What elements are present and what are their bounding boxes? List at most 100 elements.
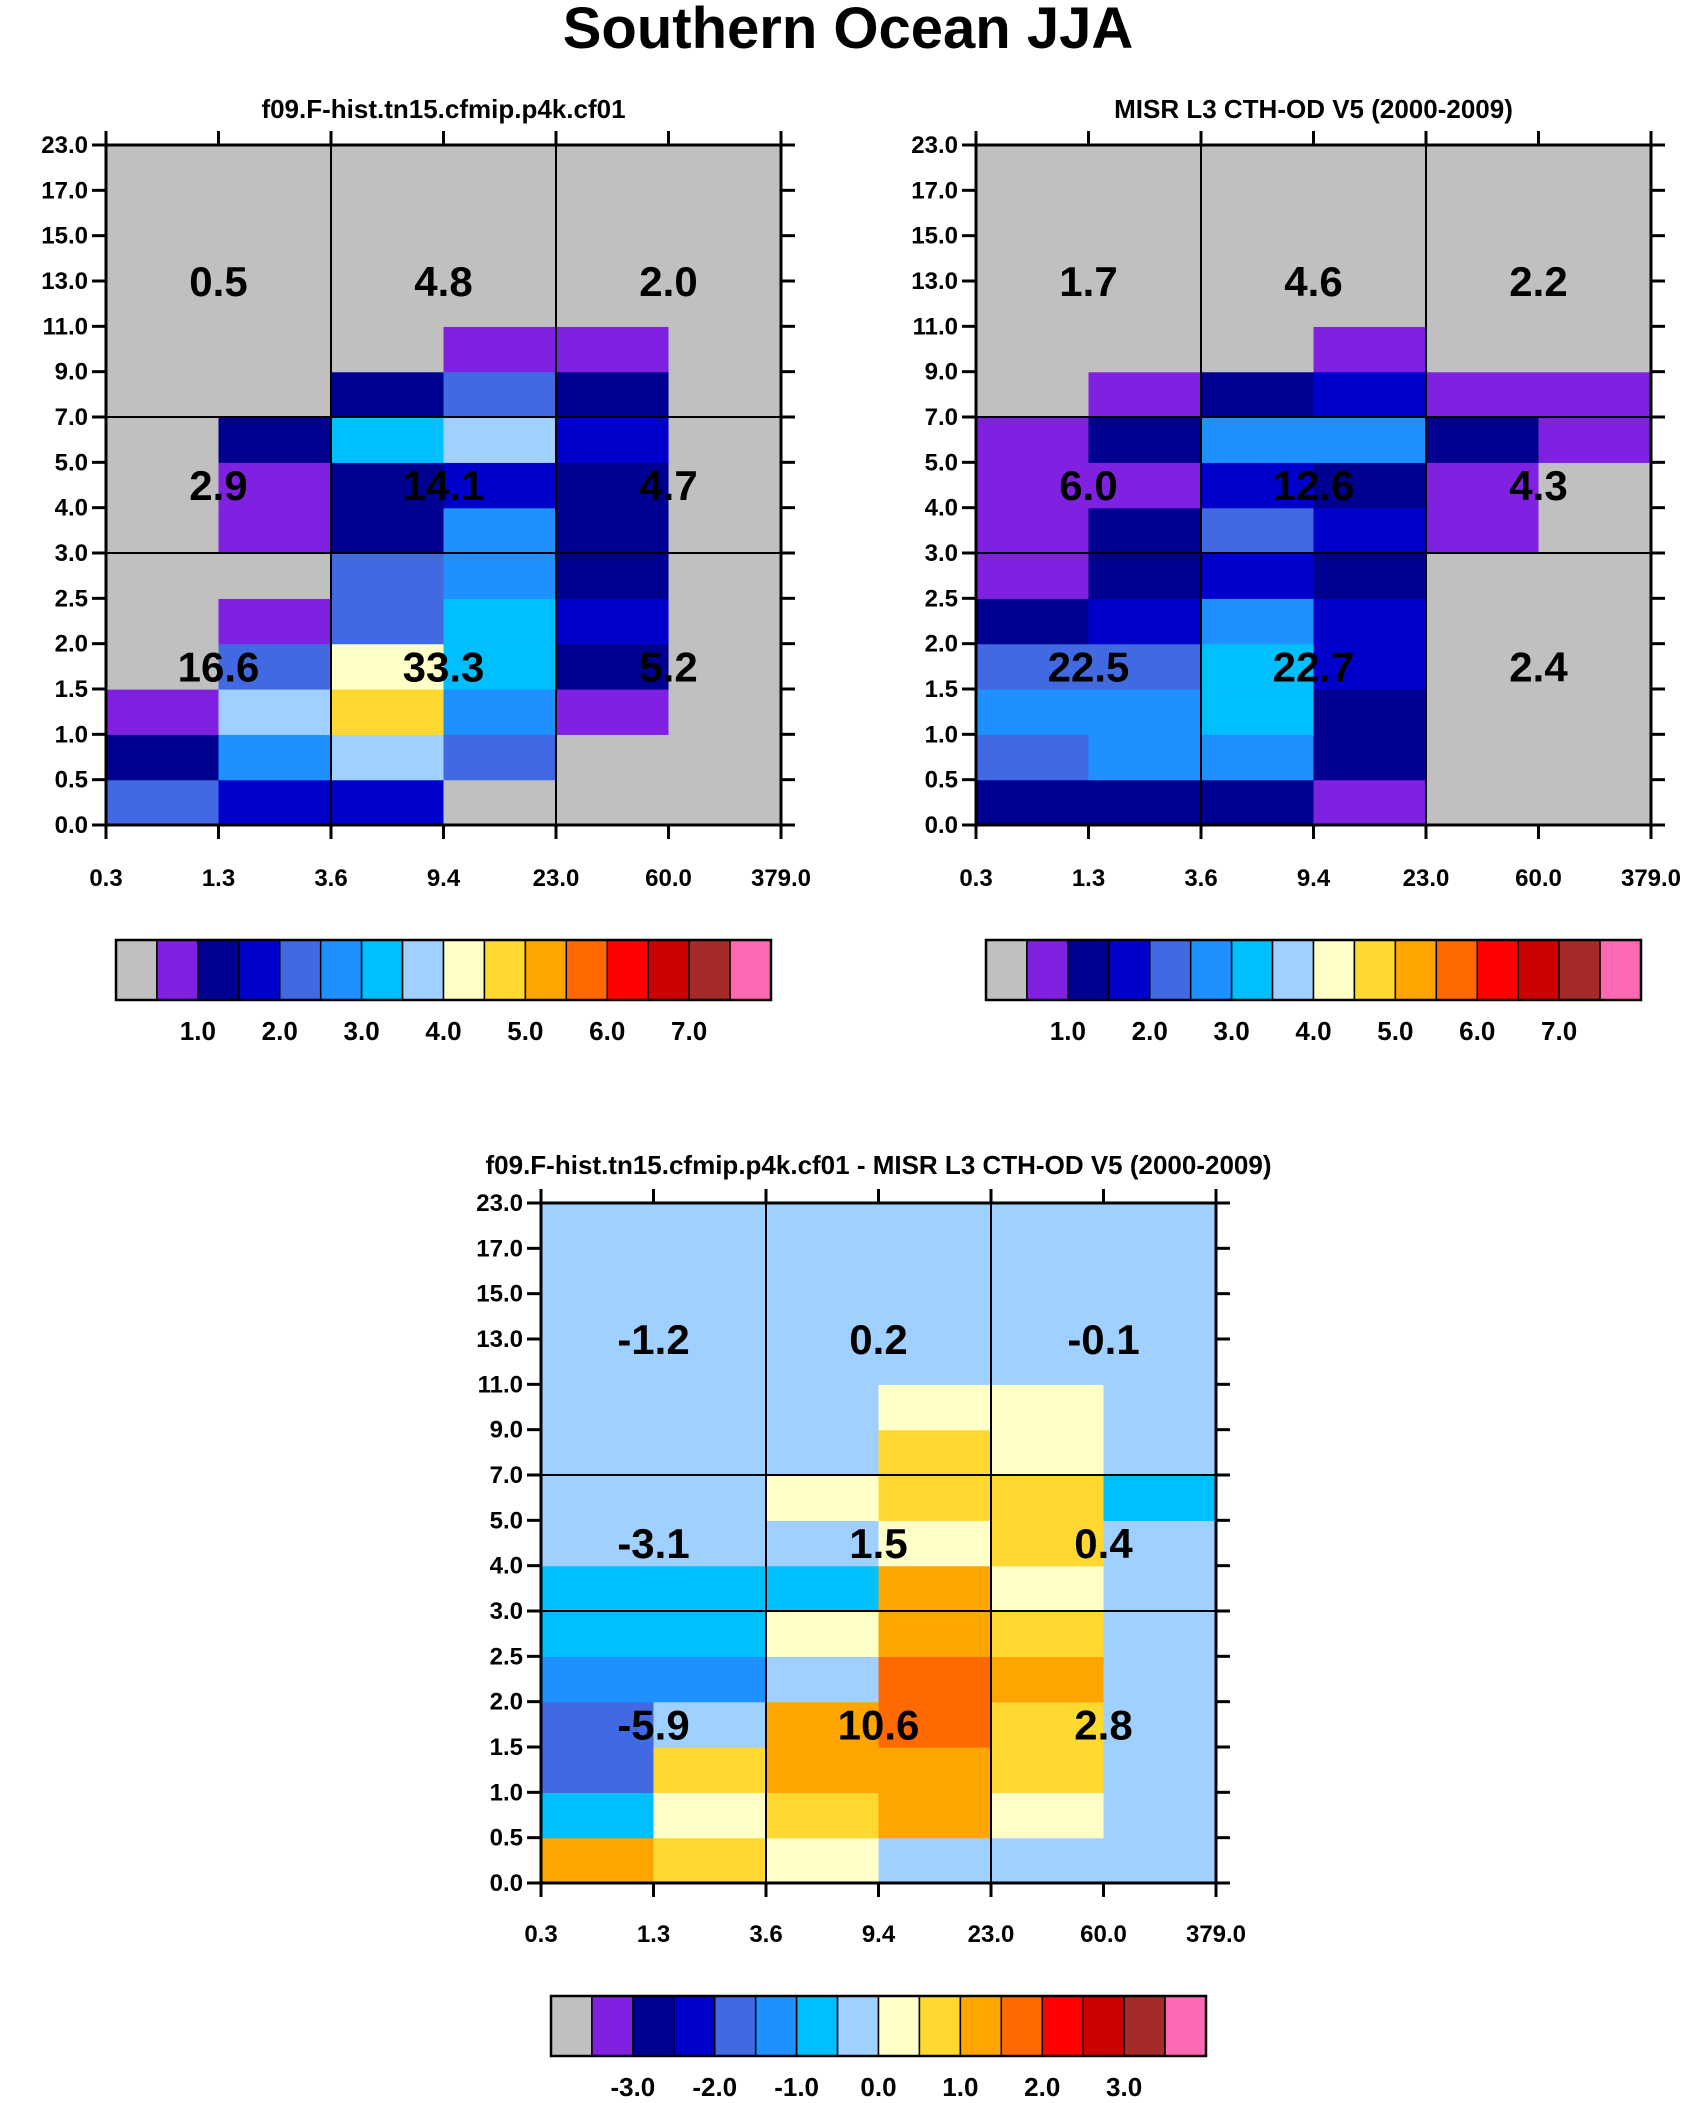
colorbar-label: 1.0 <box>1050 1016 1086 1046</box>
heatmap-cell <box>878 1293 992 1340</box>
colorbar-label: 3.0 <box>344 1016 380 1046</box>
colorbar-swatch <box>1599 939 1642 1001</box>
y-tick-label: 2.0 <box>55 631 88 658</box>
heatmap-cell <box>976 417 1090 463</box>
colorbar-swatch <box>918 1995 962 2057</box>
colorbar-swatch <box>729 939 772 1001</box>
heatmap-cell <box>668 281 782 327</box>
colorbar-label: -2.0 <box>692 2072 737 2102</box>
colorbar-label: 4.0 <box>425 1016 461 1046</box>
heatmap-cell <box>106 507 220 554</box>
heatmap-cell <box>1103 1203 1217 1249</box>
y-tick-label: 11.0 <box>913 313 958 340</box>
colorbar-swatch <box>877 1995 921 2057</box>
heatmap-cell <box>1088 779 1202 826</box>
heatmap-cell <box>653 1611 767 1657</box>
heatmap-cell <box>1538 281 1652 327</box>
heatmap-cell <box>218 553 332 599</box>
heatmap-cell <box>668 326 782 373</box>
y-tick-label: 7.0 <box>490 1462 523 1489</box>
heatmap-cell <box>878 1701 992 1748</box>
colorbar-swatch <box>1189 939 1233 1001</box>
y-tick-label: 23.0 <box>41 132 88 159</box>
heatmap-cell <box>991 1701 1105 1748</box>
heatmap-cell <box>653 1429 767 1476</box>
colorbar-swatch <box>197 939 240 1001</box>
heatmap-cell <box>1201 689 1315 735</box>
x-tick-label: 0.3 <box>959 865 992 892</box>
y-tick-label: 0.0 <box>490 1870 523 1897</box>
colorbar-frame <box>549 1994 1208 2058</box>
heatmap-cell <box>878 1475 992 1521</box>
heatmap-cell <box>991 1611 1105 1657</box>
heatmap-cell <box>976 190 1090 237</box>
heatmap-cell <box>1313 235 1427 282</box>
heatmap-cell <box>653 1701 767 1748</box>
heatmap-cell <box>106 281 220 327</box>
heatmap-cell <box>1201 734 1315 781</box>
heatmap-cell <box>653 1293 767 1340</box>
heatmap-cell <box>976 553 1090 599</box>
colorbar-label: 6.0 <box>589 1016 625 1046</box>
heatmap-cell <box>541 1339 655 1385</box>
colorbar-label: 3.0 <box>1214 1016 1250 1046</box>
heatmap-cell <box>218 190 332 237</box>
y-tick-label: 17.0 <box>911 177 958 204</box>
colorbar-frame <box>114 938 773 1002</box>
colorbar-frame <box>984 938 1643 1002</box>
heatmap-cell <box>1103 1384 1217 1431</box>
heatmap-cell <box>556 190 670 237</box>
heatmap-cell <box>1426 643 1540 690</box>
heatmap-cell <box>556 145 670 191</box>
heatmap-cell <box>1201 643 1315 690</box>
heatmap-cell <box>668 779 782 826</box>
heatmap-cell <box>766 1656 880 1703</box>
heatmap-cell <box>653 1747 767 1793</box>
heatmap-cell <box>1088 689 1202 735</box>
heatmap-cell <box>443 462 557 509</box>
block-value-label: 2.0 <box>639 258 697 305</box>
heatmap-cell <box>1088 643 1202 690</box>
colorbar-swatch <box>1312 939 1356 1001</box>
heatmap-cell <box>766 1792 880 1839</box>
heatmap-cell <box>218 417 332 463</box>
heatmap-cell <box>991 1792 1105 1839</box>
heatmap-cell <box>976 643 1090 690</box>
x-tick-label: 60.0 <box>645 865 692 892</box>
heatmap-cell <box>1426 326 1540 373</box>
heatmap-cell <box>1103 1293 1217 1340</box>
heatmap-cell <box>668 235 782 282</box>
colorbar-swatch <box>959 1995 1003 2057</box>
panel-title: MISR L3 CTH-OD V5 (2000-2009) <box>1114 94 1513 124</box>
heatmap-cell <box>1426 507 1540 554</box>
heatmap-cell <box>976 281 1090 327</box>
colorbar-swatch <box>279 939 322 1001</box>
heatmap-cell <box>766 1747 880 1793</box>
x-tick-label: 3.6 <box>1184 865 1217 892</box>
heatmap-cell <box>541 1656 655 1703</box>
block-value-label: 0.2 <box>849 1316 907 1363</box>
heatmap-cell <box>218 462 332 509</box>
heatmap-cell <box>556 281 670 327</box>
heatmap-cell <box>1103 1792 1217 1839</box>
heatmap-cell <box>976 371 1090 418</box>
heatmap-cell <box>1088 281 1202 327</box>
colorbar-swatch <box>401 939 445 1001</box>
heatmap-cell <box>443 235 557 282</box>
y-tick-label: 4.0 <box>490 1553 523 1580</box>
x-tick-label: 60.0 <box>1515 865 1562 892</box>
block-value-label: 0.4 <box>1074 1520 1133 1567</box>
heatmap-cell <box>1426 462 1540 509</box>
heatmap-cell <box>106 371 220 418</box>
heatmap-cell <box>1426 190 1540 237</box>
x-tick-label: 0.3 <box>524 1921 557 1948</box>
heatmap-cell <box>331 462 445 509</box>
heatmap-cell <box>766 1837 880 1884</box>
colorbar-swatch <box>1149 939 1192 1001</box>
x-tick-label: 9.4 <box>1297 865 1331 892</box>
heatmap-cell <box>991 1747 1105 1793</box>
heatmap-cell <box>976 734 1090 781</box>
heatmap-cell <box>878 1520 992 1567</box>
heatmap-cell <box>1313 553 1427 599</box>
heatmap-cell <box>331 553 445 599</box>
